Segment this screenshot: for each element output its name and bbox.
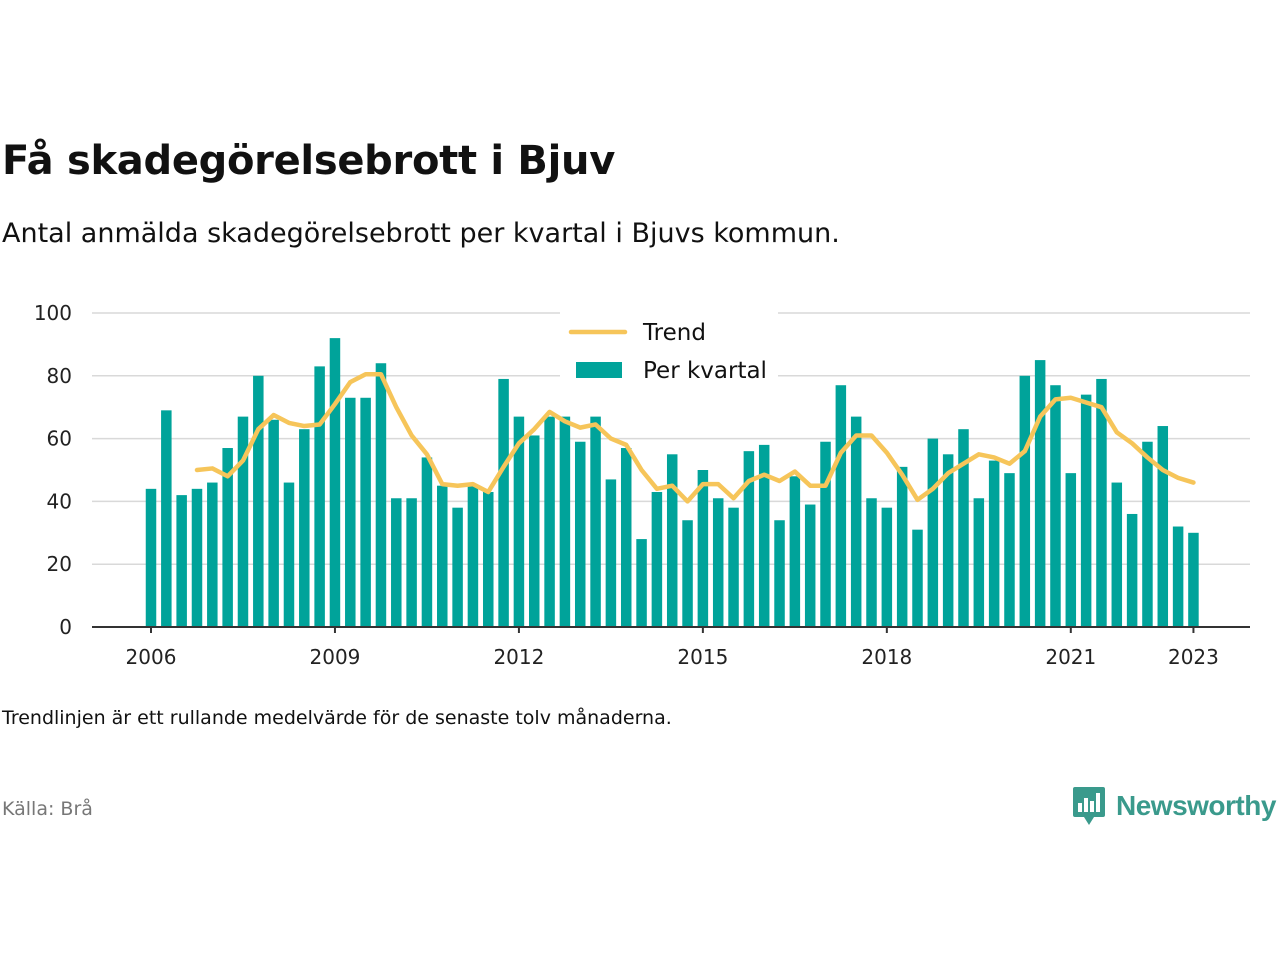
newsworthy-chart-bubble-icon: [1073, 787, 1105, 825]
bar: [804, 504, 816, 627]
bar: [758, 444, 770, 627]
y-tick-label: 0: [59, 615, 72, 639]
bar: [299, 429, 310, 627]
bar: [712, 498, 724, 627]
legend-bar-swatch: [576, 362, 622, 378]
bar: [912, 529, 923, 627]
bar-line-chart: 0 20 40 60 80 100 2006 2009 2012 2015 2018 2021 2023…: [34, 301, 1250, 669]
bar: [866, 498, 877, 627]
bar: [942, 454, 954, 627]
bar: [820, 441, 831, 627]
bar: [682, 520, 693, 627]
x-tick-label: 2015: [677, 645, 728, 669]
trend-line: [194, 371, 1196, 504]
x-tick-label: 2018: [861, 645, 912, 669]
bar: [406, 498, 417, 627]
bar: [697, 470, 709, 627]
bar: [881, 507, 893, 627]
bar: [314, 366, 325, 627]
x-tick-label: 2006: [126, 645, 177, 669]
bar: [467, 485, 479, 627]
bar: [437, 485, 448, 627]
bar: [452, 507, 463, 627]
bar: [973, 498, 985, 627]
bar: [636, 539, 647, 627]
bar: [1172, 526, 1184, 627]
source-label: Källa: Brå: [2, 798, 93, 820]
bar: [1111, 482, 1123, 627]
bar: [620, 448, 632, 627]
bar: [176, 495, 187, 627]
bar: [896, 466, 908, 627]
newsworthy-logo[interactable]: Newsworthy: [1072, 785, 1276, 827]
bar: [1050, 385, 1061, 627]
chart-title: Få skadegörelsebrott i Bjuv: [2, 138, 615, 184]
bar: [1080, 394, 1092, 627]
footnote: Trendlinjen är ett rullande medelvärde f…: [2, 707, 672, 729]
x-tick-label: 2021: [1045, 645, 1096, 669]
x-tick-label: 2012: [493, 645, 544, 669]
brand-name: Newsworthy: [1116, 790, 1276, 821]
legend-trend-label: Trend: [642, 320, 706, 346]
bar: [391, 498, 402, 627]
axes: 0 20 40 60 80 100 2006 2009 2012 2015 2018 2021 2023: [34, 301, 1250, 669]
legend-bar-label: Per kvartal: [643, 358, 767, 384]
bar: [483, 491, 494, 627]
bar: [743, 451, 755, 627]
y-tick-label: 40: [47, 489, 72, 513]
chart-subtitle: Antal anmälda skadegörelsebrott per kvar…: [2, 218, 840, 249]
bar: [1019, 375, 1031, 627]
bar: [605, 479, 617, 627]
bar: [666, 454, 678, 627]
y-tick-label: 80: [47, 364, 72, 388]
bars: [145, 338, 1199, 627]
bar: [559, 416, 571, 627]
bar: [835, 385, 847, 627]
bar: [161, 410, 172, 627]
bar: [958, 429, 969, 627]
bar: [237, 416, 249, 627]
bar: [268, 419, 279, 627]
bar: [1157, 426, 1169, 627]
bar: [544, 416, 555, 627]
y-tick-label: 60: [47, 427, 72, 451]
bar: [651, 491, 663, 627]
bar: [345, 397, 356, 627]
bar: [529, 435, 540, 627]
bar: [1142, 441, 1153, 627]
x-tick-label: 2023: [1168, 645, 1219, 669]
bar: [253, 375, 264, 627]
bar: [850, 416, 862, 627]
bar: [191, 488, 203, 627]
bar: [590, 416, 601, 627]
bar: [1065, 473, 1077, 627]
bar: [1034, 360, 1046, 627]
y-tick-label: 20: [47, 552, 72, 576]
bar: [1126, 513, 1138, 627]
bar: [513, 416, 525, 627]
bar: [360, 397, 371, 627]
bar: [574, 441, 586, 627]
bar: [728, 507, 739, 627]
legend: Trend Per kvartal: [560, 305, 778, 385]
bar: [283, 482, 295, 627]
bar: [375, 363, 387, 627]
y-tick-label: 100: [34, 301, 72, 325]
bar: [789, 476, 801, 627]
bar: [145, 488, 157, 627]
bar: [207, 482, 218, 627]
x-tick-label: 2009: [310, 645, 361, 669]
bar: [498, 378, 509, 627]
bar: [421, 457, 433, 627]
bar: [774, 520, 785, 627]
bar: [927, 438, 939, 627]
bar: [988, 460, 1000, 627]
bar: [329, 338, 341, 627]
bar: [1188, 532, 1199, 627]
bar: [1004, 473, 1015, 627]
bar: [222, 448, 233, 627]
bar: [1096, 378, 1107, 627]
trend-line-layer: [194, 371, 1196, 504]
